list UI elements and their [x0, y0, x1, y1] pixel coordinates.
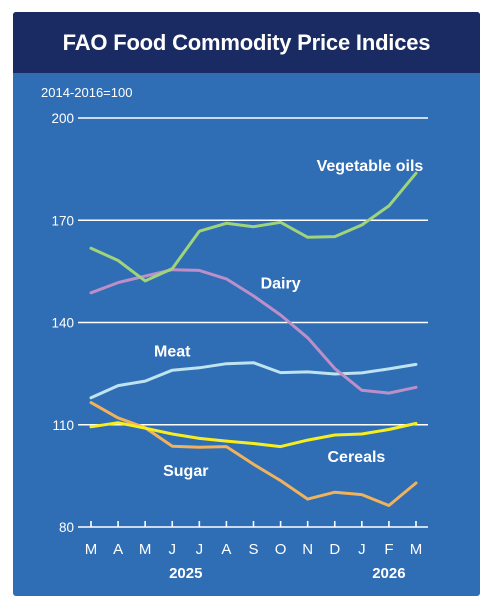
chart-panel: FAO Food Commodity Price Indices 2014-20…: [13, 12, 480, 596]
x-tick-label: M: [410, 541, 423, 558]
series-label-vegetable_oils: Vegetable oils: [317, 158, 424, 175]
x-tick-label: D: [329, 541, 340, 558]
year-label: 2026: [372, 565, 405, 582]
series-label-sugar: Sugar: [163, 463, 208, 480]
x-tick-label: J: [169, 541, 177, 558]
x-tick-label: S: [248, 541, 258, 558]
series-line-meat: [89, 361, 418, 400]
y-tick-label: 170: [51, 213, 74, 228]
x-tick-label: J: [358, 541, 366, 558]
y-tick-label: 110: [52, 418, 74, 433]
series-label-meat: Meat: [154, 344, 191, 361]
year-label: 2025: [169, 565, 202, 582]
x-tick-label: F: [384, 541, 393, 558]
y-tick-label: 140: [51, 316, 74, 331]
x-tick-label: M: [85, 541, 98, 558]
x-tick-label: A: [113, 541, 123, 558]
series-line-vegetable_oils: [89, 171, 418, 283]
y-tick-label: 200: [51, 111, 74, 126]
series-line-cereals: [89, 421, 418, 449]
series-label-cereals: Cereals: [328, 449, 386, 466]
x-tick-label: O: [275, 541, 287, 558]
x-tick-label: N: [302, 541, 313, 558]
chart-subtitle: 2014-2016=100: [41, 85, 132, 100]
x-tick-label: A: [221, 541, 231, 558]
y-tick-label: 80: [59, 520, 74, 535]
chart-title: FAO Food Commodity Price Indices: [62, 30, 431, 55]
series-label-dairy: Dairy: [261, 275, 301, 292]
chart-header: FAO Food Commodity Price Indices: [13, 12, 480, 73]
x-tick-label: M: [139, 541, 152, 558]
series-line-dairy: [89, 268, 418, 395]
x-tick-label: J: [196, 541, 204, 558]
